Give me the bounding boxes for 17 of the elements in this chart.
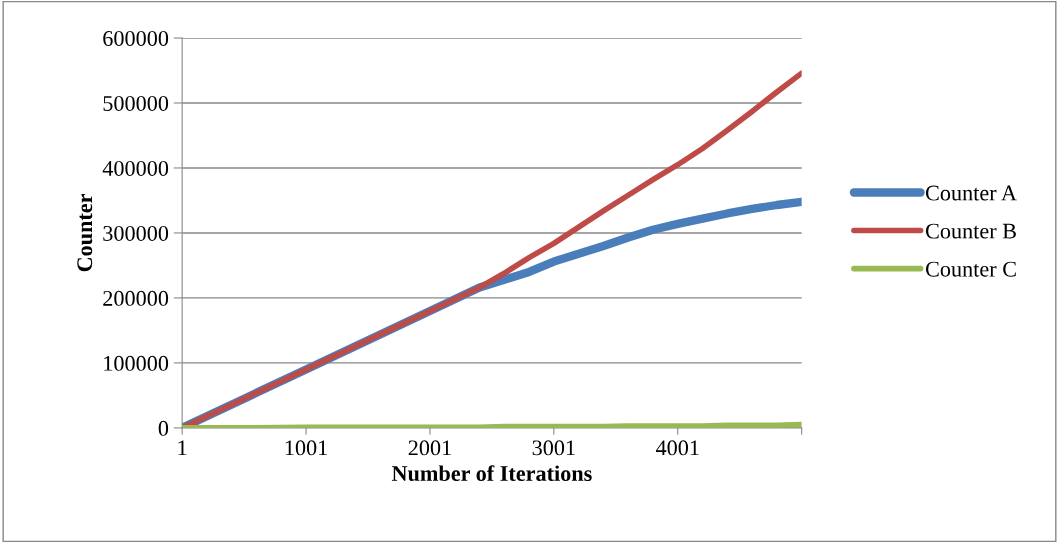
y-tick-label: 0 bbox=[158, 420, 169, 436]
legend-label: Counter A bbox=[925, 185, 1017, 201]
x-tick-label: 3001 bbox=[532, 440, 575, 456]
y-tick-label: 400000 bbox=[102, 160, 169, 176]
x-tick-label: 1 bbox=[178, 440, 187, 456]
y-axis-title: Counter bbox=[77, 193, 93, 272]
x-tick-label: 4001 bbox=[655, 440, 699, 456]
y-tick-label: 100000 bbox=[104, 355, 169, 371]
y-tick-label: 300000 bbox=[103, 225, 169, 241]
y-tick-label: 600000 bbox=[103, 30, 169, 46]
legend-label: Counter C bbox=[925, 261, 1016, 277]
x-tick-label: 2001 bbox=[408, 440, 451, 456]
legend-label: Counter B bbox=[925, 223, 1016, 239]
x-axis-title: Number of Iterations bbox=[391, 465, 592, 482]
x-tick-label: 1001 bbox=[285, 440, 327, 456]
y-tick-label: 500000 bbox=[103, 95, 169, 111]
y-tick-label: 200000 bbox=[103, 290, 169, 306]
